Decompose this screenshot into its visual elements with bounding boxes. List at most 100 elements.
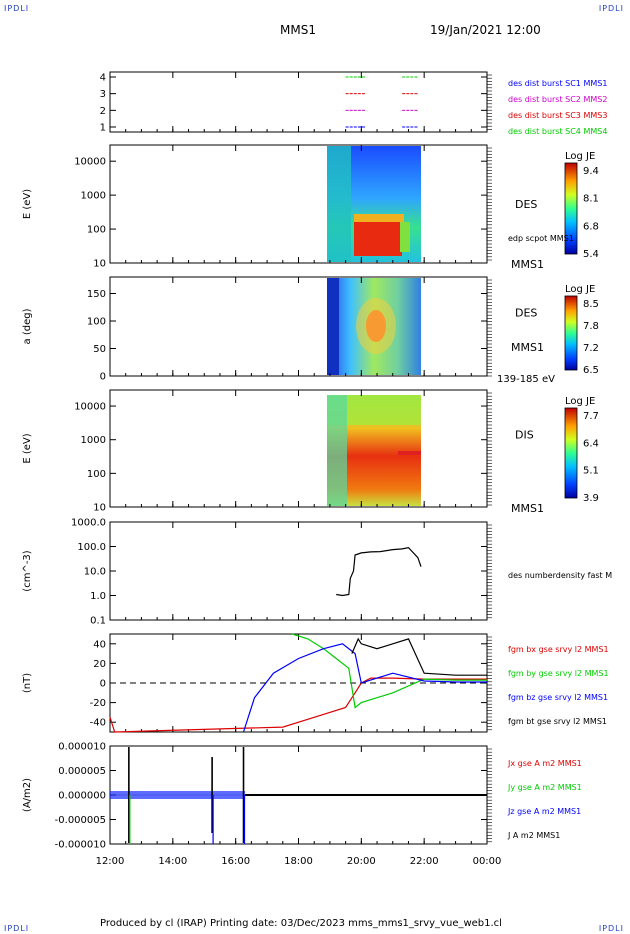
current-noise-band	[245, 794, 487, 796]
colorbar	[564, 295, 578, 371]
x-tick-label: 20:00	[347, 856, 376, 867]
y-tick-label: 10.0	[84, 567, 106, 578]
colorbar-tick-label: 7.7	[583, 411, 599, 422]
y-tick-label: 1.0	[90, 591, 106, 602]
species-label: DES	[515, 198, 537, 211]
dis-energy-panel-frame	[109, 389, 488, 508]
y-tick-label: 0	[100, 372, 106, 383]
y-tick-label: 3	[100, 89, 106, 100]
y-axis-label: a (deg)	[22, 308, 33, 344]
des-pitch-warm-ring	[356, 298, 396, 354]
coverage-legend-entry: des dist burst SC2 MMS2	[508, 95, 607, 104]
y-tick-label: 0.000000	[58, 791, 106, 802]
colorbar-title: Log JE	[565, 151, 595, 162]
y-tick-label: -0.000010	[55, 840, 106, 851]
colorbar-tick-label: 7.2	[583, 343, 599, 354]
des-pitch-left-band	[327, 278, 339, 375]
y-tick-label: 100	[87, 469, 106, 480]
colorbar-tick-label: 6.8	[583, 221, 599, 232]
y-tick-label: 1000.0	[71, 518, 106, 529]
colorbar-tick-label: 9.4	[583, 166, 599, 177]
colorbar-tick-label: 5.1	[583, 466, 599, 477]
y-tick-label: 100.0	[77, 542, 106, 553]
page-title: MMS1	[280, 23, 316, 37]
series-legend-entry: fgm bt gse srvy l2 MMS1	[508, 717, 607, 726]
overlay-label: edp scpot MMS1	[508, 234, 574, 243]
satellite-label: MMS1	[511, 502, 544, 515]
series-legend-entry: des numberdensity fast M	[508, 571, 612, 580]
x-tick-label: 12:00	[96, 856, 125, 867]
y-tick-label: 20	[93, 659, 106, 670]
y-tick-label: 10000	[74, 157, 106, 168]
series-legend-entry: J A m2 MMS1	[507, 831, 560, 840]
series-line	[336, 546, 422, 597]
y-tick-label: 10000	[74, 402, 106, 413]
y-tick-label: 50	[93, 344, 106, 355]
footer-credit: Produced by cl (IRAP) Printing date: 03/…	[100, 918, 502, 929]
series-legend-entry: Jy gse A m2 MMS1	[507, 783, 582, 792]
series-line	[242, 643, 487, 733]
y-tick-label: -40	[90, 718, 106, 729]
colorbar	[564, 162, 578, 255]
species-label: DIS	[515, 429, 534, 442]
coverage-legend-entry: des dist burst SC4 MMS4	[508, 127, 607, 136]
series-legend-entry: fgm bx gse srvy l2 MMS1	[508, 645, 609, 654]
y-axis-label: E (eV)	[22, 189, 33, 219]
y-tick-label: 100	[87, 317, 106, 328]
species-label: DES	[515, 307, 537, 320]
x-tick-label: 14:00	[158, 856, 187, 867]
colorbar-title: Log JE	[565, 284, 595, 295]
y-tick-label: 10	[93, 503, 106, 514]
x-tick-label: 00:00	[473, 856, 502, 867]
y-axis-label: (A/m2)	[22, 778, 33, 812]
dis-energy-left-band	[327, 395, 347, 506]
colorbar-tick-label: 7.8	[583, 321, 599, 332]
colorbar-tick-label: 6.4	[583, 438, 599, 449]
y-tick-label: 1	[100, 123, 106, 134]
x-tick-label: 18:00	[284, 856, 313, 867]
colorbar-tick-label: 5.4	[583, 249, 599, 260]
dis-energy-ion-stripe	[398, 451, 421, 455]
series-legend-entry: fgm bz gse srvy l2 MMS1	[508, 693, 608, 702]
y-tick-label: 0.1	[90, 616, 106, 627]
density-panel-frame	[109, 521, 488, 621]
y-axis-label: (cm^-3)	[22, 550, 33, 591]
y-tick-label: 0.000005	[58, 766, 106, 777]
series-line	[109, 677, 487, 733]
satellite-label: MMS1	[511, 258, 544, 271]
colorbar-tick-label: 8.1	[583, 194, 599, 205]
des-energy-panel-frame	[109, 144, 488, 264]
y-tick-label: 4	[100, 73, 106, 84]
y-tick-label: 2	[100, 106, 106, 117]
energy-band-label: 139-185 eV	[497, 374, 555, 385]
y-tick-label: 150	[87, 289, 106, 300]
current-noise-band	[110, 791, 246, 799]
plot-date: 19/Jan/2021 12:00	[430, 23, 541, 37]
des-energy-dropout	[400, 222, 410, 252]
des-energy-left-band	[327, 146, 351, 262]
series-line	[292, 633, 487, 709]
series-legend-entry: Jx gse A m2 MMS1	[507, 759, 582, 768]
y-tick-label: 10	[93, 259, 106, 270]
y-tick-label: 1000	[81, 435, 106, 446]
y-tick-label: 0.000010	[58, 742, 106, 753]
y-tick-label: 0	[100, 679, 106, 690]
satellite-label: MMS1	[511, 341, 544, 354]
series-line	[351, 637, 487, 676]
colorbar-tick-label: 3.9	[583, 493, 599, 504]
coverage-legend-entry: des dist burst SC3 MMS3	[508, 111, 607, 120]
corner-tag-bottom-left: IPDLI	[4, 924, 30, 933]
series-legend-entry: Jz gse A m2 MMS1	[507, 807, 581, 816]
y-axis-label: (nT)	[22, 673, 33, 693]
series-legend-entry: fgm by gse srvy l2 MMS1	[508, 669, 609, 678]
des-pitch-panel-frame	[109, 276, 488, 377]
coverage-panel-frame	[109, 71, 488, 133]
corner-tag-top-right: IPDLI	[598, 4, 624, 13]
y-tick-label: -20	[90, 698, 106, 709]
des-energy-hot-band-edge	[354, 214, 404, 222]
corner-tag-bottom-right: IPDLI	[598, 924, 624, 933]
x-tick-label: 16:00	[221, 856, 250, 867]
colorbar-tick-label: 8.5	[583, 299, 599, 310]
colorbar-title: Log JE	[565, 396, 595, 407]
